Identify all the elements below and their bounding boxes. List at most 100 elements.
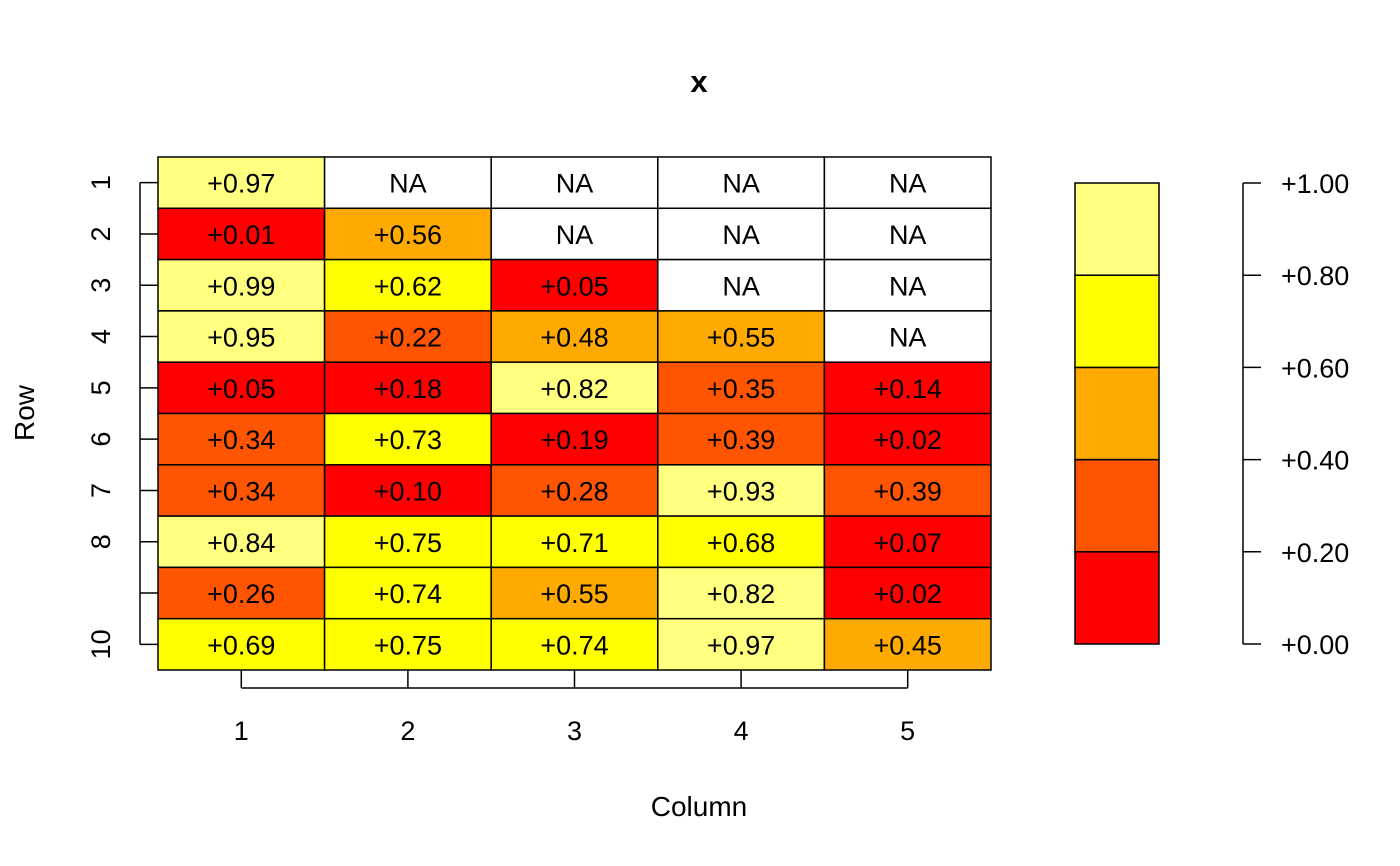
x-tick-label: 3 [567, 716, 582, 746]
cell-value-label: NA [722, 220, 760, 250]
cell-value-label: NA [556, 220, 594, 250]
heatmap-cells [157, 156, 992, 671]
heatmap-cell [157, 617, 326, 671]
cell-value-label: NA [889, 271, 927, 301]
heatmap-cell [323, 258, 492, 312]
cell-value-label: +0.22 [374, 323, 442, 353]
heatmap-cell [823, 412, 992, 466]
cell-value-label: +0.02 [874, 579, 942, 609]
cell-value-label: +0.75 [374, 630, 442, 660]
x-tick-label: 2 [400, 716, 415, 746]
heatmap-cell [323, 617, 492, 671]
cell-value-label: +0.34 [207, 425, 275, 455]
cell-value-label: +0.97 [207, 169, 275, 199]
cell-value-label: +0.07 [874, 528, 942, 558]
cell-value-label: +0.56 [374, 220, 442, 250]
heatmap-cell [157, 156, 326, 210]
cell-value-label: NA [889, 323, 927, 353]
y-tick-label: 7 [86, 483, 116, 498]
cell-value-label: +0.55 [707, 323, 775, 353]
heatmap-cell [823, 361, 992, 415]
cell-value-label: +0.82 [707, 579, 775, 609]
color-legend: +0.00 +0.20 +0.40 +0.60 +0.80 +1.00 [1074, 169, 1349, 660]
cell-value-label: +0.35 [707, 374, 775, 404]
x-tick-label: 5 [900, 716, 915, 746]
cell-value-label: +0.93 [707, 476, 775, 506]
cell-value-label: NA [722, 169, 760, 199]
cell-value-label: +0.73 [374, 425, 442, 455]
cell-value-label: +0.97 [707, 630, 775, 660]
cell-value-label: +0.34 [207, 476, 275, 506]
heatmap-cell [823, 207, 992, 261]
cell-value-label: +0.10 [374, 476, 442, 506]
cell-value-label: +0.62 [374, 271, 442, 301]
legend-tick-label: +0.60 [1281, 353, 1349, 383]
cell-value-label: +0.28 [540, 476, 608, 506]
legend-color-swatch [1074, 182, 1160, 276]
cell-value-label: +0.99 [207, 271, 275, 301]
legend-tick-label: +0.00 [1281, 630, 1349, 660]
cell-value-label: +0.26 [207, 579, 275, 609]
cell-value-label: +0.39 [874, 476, 942, 506]
cell-value-label: +0.19 [540, 425, 608, 455]
cell-value-label: +0.74 [540, 630, 608, 660]
cell-value-label: +0.14 [874, 374, 942, 404]
cell-value-label: +0.39 [707, 425, 775, 455]
heatmap-cell [323, 310, 492, 363]
y-axis-label: Row [9, 384, 40, 441]
cell-value-label: +0.45 [874, 630, 942, 660]
cell-value-label: +0.84 [207, 528, 275, 558]
heatmap-cell [157, 464, 326, 517]
heatmap-cell [323, 566, 492, 620]
y-axis: 1 2 3 4 5 6 7 8 10 [86, 175, 158, 659]
heatmap-cell [157, 515, 326, 569]
cell-value-label: NA [889, 220, 927, 250]
x-tick-label: 4 [734, 716, 749, 746]
cell-value-label: +0.05 [540, 271, 608, 301]
cell-value-label: +0.48 [540, 323, 608, 353]
heatmap-cell [323, 412, 492, 466]
legend-tick-label: +0.80 [1281, 261, 1349, 291]
legend-color-swatch [1074, 551, 1160, 645]
heatmap-cell [823, 617, 992, 671]
heatmap-cell [823, 566, 992, 620]
heatmap-cell [490, 617, 659, 671]
x-tick-label: 1 [234, 716, 249, 746]
heatmap-cell [323, 515, 492, 569]
y-tick-label: 4 [86, 329, 116, 344]
heatmap-cell [657, 617, 826, 671]
x-axis: 1 2 3 4 5 [234, 670, 915, 746]
y-tick-label: 5 [86, 380, 116, 395]
heatmap-cell [490, 207, 659, 261]
heatmap-cell-labels: +0.97 NA NA NA NA +0.01 +0.56 NA NA NA +0.99 +0.62 +… [207, 169, 942, 661]
cell-value-label: +0.18 [374, 374, 442, 404]
cell-value-label: +0.68 [707, 528, 775, 558]
y-tick-label: 10 [86, 629, 116, 659]
y-tick-label: 8 [86, 534, 116, 549]
heatmap-cell [657, 412, 826, 466]
x-axis-label: Column [651, 791, 747, 822]
cell-value-label: NA [389, 169, 427, 199]
heatmap-cell [657, 258, 826, 312]
cell-value-label: NA [556, 169, 594, 199]
heatmap-cell [490, 156, 659, 210]
cell-value-label: +0.05 [207, 374, 275, 404]
cell-value-label: +0.74 [374, 579, 442, 609]
heatmap-cell [823, 515, 992, 569]
legend-color-swatch [1074, 458, 1160, 553]
legend-tick-label: +0.40 [1281, 446, 1349, 476]
cell-value-label: NA [722, 271, 760, 301]
heatmap-cell [490, 361, 659, 415]
cell-value-label: +0.69 [207, 630, 275, 660]
heatmap-cell [657, 310, 826, 363]
cell-value-label: +0.82 [540, 374, 608, 404]
chart-title: x [690, 64, 708, 99]
heatmap-cell [323, 361, 492, 415]
legend-color-swatch [1074, 274, 1160, 369]
heatmap-cell [490, 566, 659, 620]
heatmap-cell [823, 310, 992, 363]
cell-value-label: +0.71 [540, 528, 608, 558]
heatmap-cell [657, 515, 826, 569]
y-tick-label: 3 [86, 278, 116, 293]
